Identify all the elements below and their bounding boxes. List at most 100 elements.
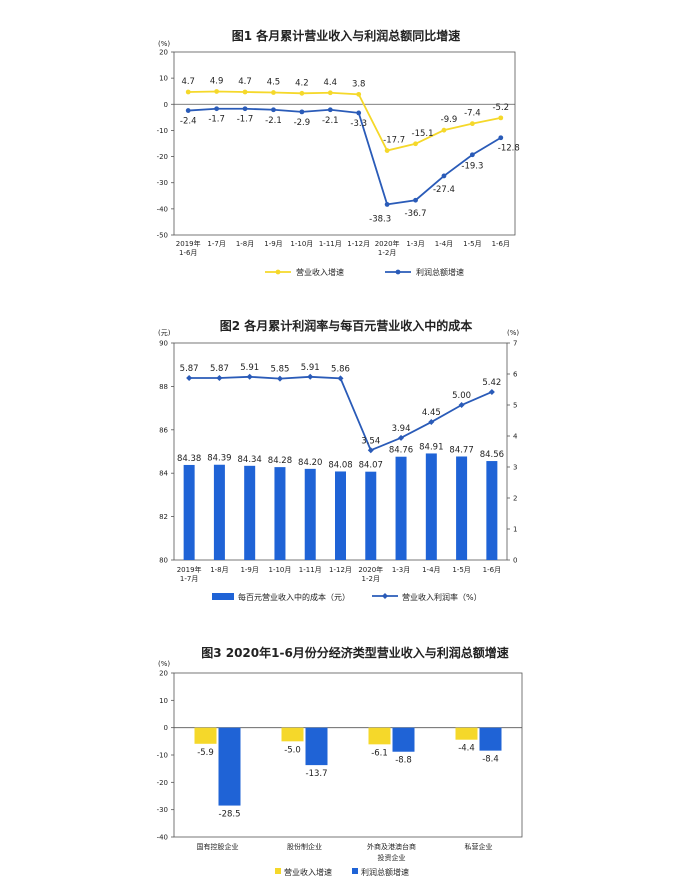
- x-tick-label: 1-6月: [492, 240, 510, 248]
- data-point: [299, 90, 305, 96]
- bar-data-label: 84.28: [268, 456, 292, 466]
- data-point: [271, 90, 276, 95]
- cost-bar: [425, 453, 437, 560]
- bar-data-label: -6.1: [371, 748, 388, 758]
- plot-frame: [173, 51, 516, 236]
- y-tick-label: -40: [157, 834, 168, 842]
- line-marker: [488, 388, 495, 395]
- data-label: 4.7: [181, 77, 195, 87]
- y-tick-label: 10: [159, 697, 168, 705]
- bar-data-label: 84.39: [207, 454, 231, 464]
- data-label: -2.1: [265, 116, 282, 126]
- data-label: 3.8: [352, 79, 366, 89]
- x-tick-label: 1-11月: [319, 240, 342, 248]
- y-left-tick-label: 90: [159, 340, 168, 348]
- y-tick-label: -30: [157, 179, 168, 187]
- data-label: -9.9: [441, 115, 458, 125]
- cost-bar: [456, 456, 468, 560]
- line-data-label: 5.00: [452, 391, 471, 401]
- legend-swatch: [352, 868, 358, 874]
- y-tick-label: -20: [157, 779, 168, 787]
- y-right-tick-label: 3: [513, 464, 517, 472]
- line-marker: [428, 419, 435, 426]
- data-point: [498, 115, 504, 121]
- y-left-tick-label: 88: [159, 383, 168, 391]
- x-tick-label: 2020年: [358, 565, 383, 574]
- data-point: [327, 90, 333, 96]
- x-tick-label: 1-7月: [207, 240, 225, 248]
- growth-bar: [368, 727, 391, 745]
- legend-label: 营业收入增速: [296, 267, 344, 277]
- margin-line: [189, 375, 493, 452]
- x-tick-label: 1-3月: [406, 240, 424, 248]
- bar-data-label: -8.8: [395, 756, 412, 766]
- data-point: [185, 108, 191, 113]
- x-tick-label: 1-12月: [329, 566, 352, 574]
- data-label: -19.3: [461, 162, 483, 172]
- line-data-label: 4.45: [422, 408, 441, 418]
- growth-bar: [479, 727, 502, 751]
- bar-data-label: 84.34: [238, 455, 262, 465]
- bar-data-label: -28.5: [219, 810, 241, 820]
- legend-bar-swatch: [212, 593, 234, 600]
- bar-data-label: 84.91: [419, 442, 443, 452]
- legend-label: 营业收入增速: [284, 867, 332, 877]
- y-tick-label: -30: [157, 806, 168, 814]
- data-label: -38.3: [369, 214, 391, 224]
- y-right-tick-label: 5: [513, 402, 517, 410]
- line-marker: [337, 375, 344, 382]
- data-label: 4.2: [295, 78, 309, 88]
- data-point: [185, 89, 191, 95]
- x-tick-label: 1-6月: [179, 249, 197, 257]
- data-point: [384, 202, 390, 207]
- y-left-unit: (元): [158, 329, 171, 337]
- line-marker: [246, 373, 253, 380]
- y-tick-label: 20: [159, 49, 168, 57]
- x-tick-label: 1-8月: [210, 566, 228, 574]
- line-data-label: 3.54: [361, 436, 380, 446]
- data-point: [214, 106, 220, 112]
- x-tick-label: 1-12月: [347, 240, 370, 248]
- data-point: [441, 127, 447, 133]
- series-line-1: [188, 90, 501, 152]
- x-tick-label: 1-10月: [269, 566, 292, 574]
- y-tick-label: 0: [164, 724, 168, 732]
- line-data-label: 5.91: [301, 363, 320, 373]
- legend-marker: [275, 269, 281, 275]
- legend-label: 利润总额增速: [416, 267, 464, 277]
- x-tick-label: 国有控股企业: [197, 842, 239, 851]
- x-tick-label: 1-7月: [180, 575, 198, 583]
- growth-bar: [194, 727, 217, 744]
- data-point: [242, 106, 248, 112]
- chart-2-svg: 图2 各月累计利润率与每百元营业收入中的成本 (元) (%) 90 88 86 84 82 8…: [158, 318, 519, 602]
- data-point: [413, 197, 418, 203]
- chart-2-profit-margin-cost: 图2 各月累计利润率与每百元营业收入中的成本 (元) (%) 90 88 86 84 82 8…: [0, 300, 681, 620]
- y-tick-label: -20: [157, 153, 168, 161]
- cost-bar: [365, 471, 377, 560]
- x-tick-label: 1-9月: [240, 566, 258, 574]
- bar-data-label: 84.76: [389, 446, 413, 456]
- chart-1-title: 图1 各月累计营业收入与利润总额同比增速: [232, 28, 461, 43]
- series-line-2: [188, 107, 502, 206]
- chart-3-title: 图3 2020年1-6月份分经济类型营业收入与利润总额增速: [201, 645, 509, 660]
- data-label: 4.4: [324, 78, 338, 88]
- data-label: -5.2: [492, 103, 509, 113]
- chart-1-svg: 图1 各月累计营业收入与利润总额同比增速 (%)20 10 0 -10 -20 -30 -4…: [157, 28, 520, 277]
- data-point: [441, 173, 447, 179]
- x-tick-label: 1-6月: [483, 566, 501, 574]
- data-point: [242, 89, 248, 95]
- y-right-tick-label: 2: [513, 495, 517, 503]
- cost-bar: [335, 471, 346, 560]
- x-tick-label: 1-2月: [362, 575, 380, 583]
- data-point: [498, 135, 504, 141]
- line-data-label: 5.42: [482, 378, 501, 388]
- data-label: -2.4: [180, 117, 197, 127]
- bar-data-label: -4.4: [458, 744, 475, 754]
- x-tick-label: 1-5月: [463, 240, 481, 248]
- y-right-tick-label: 6: [513, 371, 518, 379]
- data-label: 4.9: [210, 76, 224, 86]
- x-tick-label: 1-11月: [299, 566, 322, 574]
- cost-bar: [486, 461, 498, 560]
- growth-bar: [281, 727, 304, 742]
- data-point: [327, 107, 333, 113]
